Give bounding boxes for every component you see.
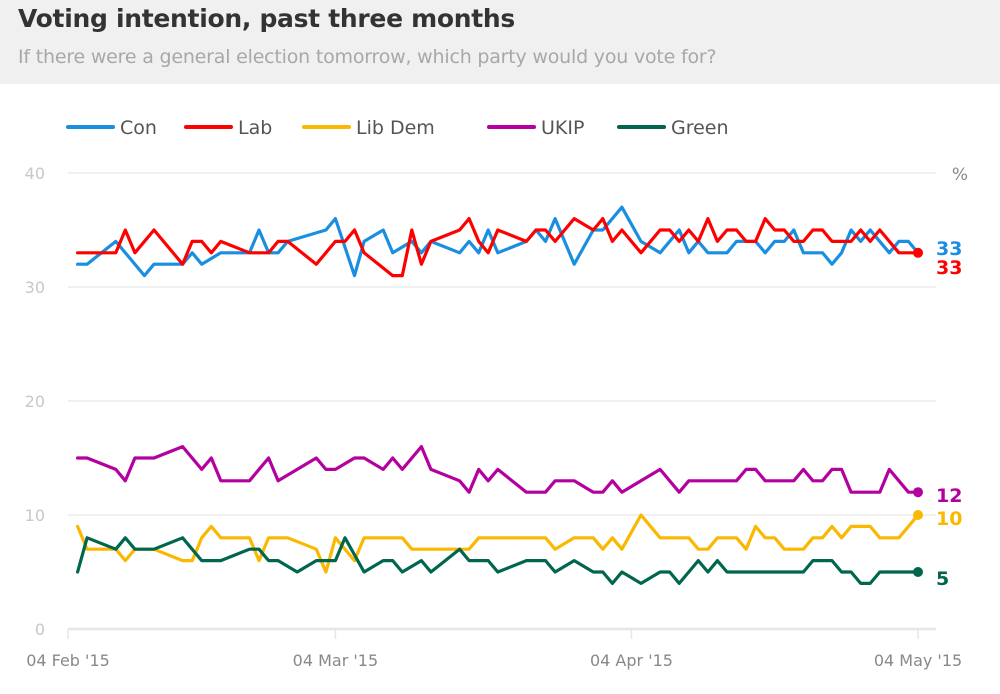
- y-tick-label: 20: [25, 392, 45, 411]
- y-tick-label: 40: [25, 164, 45, 183]
- series-end-dot-green: [913, 567, 923, 577]
- series-end-label-lib-dem: 10: [936, 508, 962, 530]
- legend-label-lab: Lab: [238, 117, 272, 139]
- legend-label-con: Con: [120, 117, 157, 139]
- series-line-lab: [75, 217, 920, 278]
- series-line-ukip: [75, 445, 920, 494]
- y-axis-unit: %: [952, 165, 968, 185]
- chart-subtitle: If there were a general election tomorro…: [18, 46, 717, 68]
- series-end-dot-lab: [913, 247, 923, 258]
- series-line-green: [75, 536, 920, 586]
- x-tick-label: 04 Feb '15: [26, 651, 110, 670]
- legend-label-ukip: UKIP: [541, 117, 584, 139]
- series-end-label-con: 33: [936, 238, 962, 260]
- legend-label-green: Green: [671, 117, 729, 139]
- series-end-label-green: 5: [936, 568, 949, 590]
- y-tick-label: 0: [35, 620, 45, 639]
- chart-header: Voting intention, past three months If t…: [0, 0, 1000, 84]
- series-line-con: [75, 205, 920, 278]
- y-tick-label: 10: [25, 506, 45, 525]
- series-end-label-lab: 33: [936, 257, 962, 279]
- y-tick-label: 30: [25, 278, 45, 297]
- x-tick-label: 04 Apr '15: [590, 651, 673, 670]
- series-end-dot-ukip: [913, 487, 923, 498]
- legend-label-lib-dem: Lib Dem: [356, 117, 435, 139]
- series-end-label-ukip: 12: [936, 485, 962, 507]
- series-end-dot-lib-dem: [913, 510, 923, 520]
- x-tick-label: 04 Mar '15: [293, 651, 378, 670]
- series-line-lib-dem: [75, 513, 920, 574]
- chart-title: Voting intention, past three months: [18, 4, 515, 33]
- x-tick-label: 04 May '15: [874, 651, 962, 670]
